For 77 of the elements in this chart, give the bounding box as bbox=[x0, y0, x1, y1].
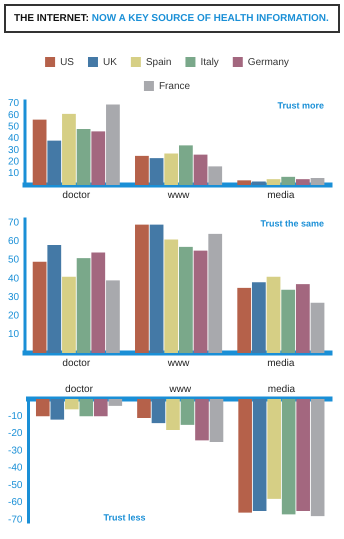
y-tick-label: 60 bbox=[8, 236, 20, 248]
y-tick-label: -10 bbox=[8, 410, 23, 422]
bar bbox=[179, 246, 193, 353]
y-tick-label: 20 bbox=[8, 310, 20, 322]
bar bbox=[281, 176, 296, 185]
bar bbox=[47, 245, 62, 353]
bar bbox=[296, 179, 310, 185]
bar bbox=[32, 262, 47, 353]
bar bbox=[194, 250, 208, 353]
x-tick-label: media bbox=[267, 358, 295, 369]
annotation: Trust more bbox=[277, 100, 324, 110]
bar bbox=[237, 180, 252, 185]
y-tick-label: -40 bbox=[8, 462, 23, 474]
y-tick-label: 70 bbox=[8, 98, 20, 110]
legend-label: Germany bbox=[248, 56, 289, 68]
bar bbox=[310, 178, 324, 185]
x-tick-label: doctor bbox=[65, 384, 94, 395]
x-tick-label: www bbox=[166, 358, 190, 369]
bar bbox=[62, 114, 76, 185]
bar bbox=[208, 234, 222, 353]
bar bbox=[194, 154, 208, 185]
y-tick-label: 30 bbox=[8, 144, 20, 156]
legend-label: Spain bbox=[146, 56, 172, 68]
bar bbox=[76, 258, 90, 353]
bar bbox=[281, 290, 296, 353]
y-tick-label: 40 bbox=[8, 273, 20, 284]
bar bbox=[106, 104, 120, 185]
x-tick-label: media bbox=[267, 190, 295, 201]
y-tick-label: -60 bbox=[8, 497, 23, 508]
y-tick-label: 10 bbox=[8, 329, 20, 340]
bar bbox=[47, 140, 62, 185]
bar bbox=[296, 284, 310, 353]
x-tick-label: doctor bbox=[62, 190, 91, 201]
bar bbox=[179, 145, 193, 185]
bar bbox=[164, 154, 178, 185]
y-tick-label: -20 bbox=[8, 428, 23, 440]
x-tick-label: www bbox=[168, 384, 192, 395]
bar bbox=[252, 282, 266, 353]
legend-label: US bbox=[60, 56, 74, 68]
bar bbox=[266, 276, 280, 353]
bar bbox=[266, 179, 280, 185]
annotation: Trust less bbox=[103, 512, 146, 522]
bar bbox=[106, 280, 120, 353]
y-tick-label: 20 bbox=[8, 156, 20, 168]
legend-label: UK bbox=[102, 56, 118, 68]
x-tick-label: www bbox=[166, 190, 190, 201]
y-tick-label: 10 bbox=[8, 168, 20, 180]
x-tick-label: doctor bbox=[62, 358, 91, 369]
y-tick-label: -50 bbox=[8, 480, 23, 491]
y-tick-label: 50 bbox=[8, 121, 20, 132]
x-tick-label: media bbox=[268, 384, 296, 395]
y-tick-label: -70 bbox=[8, 514, 23, 526]
bar bbox=[135, 156, 149, 185]
bar bbox=[150, 224, 164, 353]
y-tick-label: 60 bbox=[8, 110, 20, 121]
bar bbox=[150, 158, 164, 185]
bar bbox=[32, 120, 47, 185]
bar bbox=[62, 276, 76, 353]
bar bbox=[91, 252, 106, 353]
legend-label: France bbox=[158, 80, 190, 92]
bar bbox=[91, 131, 106, 185]
bar bbox=[237, 288, 252, 353]
bar bbox=[208, 166, 222, 185]
bar bbox=[310, 302, 324, 353]
bar bbox=[76, 129, 90, 185]
y-tick-label: 40 bbox=[8, 133, 20, 144]
legend-label: Italy bbox=[200, 56, 219, 68]
bar bbox=[164, 239, 178, 353]
y-tick-label: 50 bbox=[8, 254, 20, 266]
bar bbox=[135, 224, 149, 353]
chart-title: THE INTERNET: bbox=[14, 13, 89, 24]
y-tick-label: 30 bbox=[8, 292, 20, 303]
y-tick-label: -30 bbox=[8, 445, 23, 456]
chart-subtitle: NOW A KEY SOURCE OF HEALTH INFORMATION. bbox=[90, 13, 329, 24]
y-tick-label: 70 bbox=[8, 217, 20, 228]
bar bbox=[252, 182, 266, 185]
annotation: Trust the same bbox=[260, 218, 324, 228]
